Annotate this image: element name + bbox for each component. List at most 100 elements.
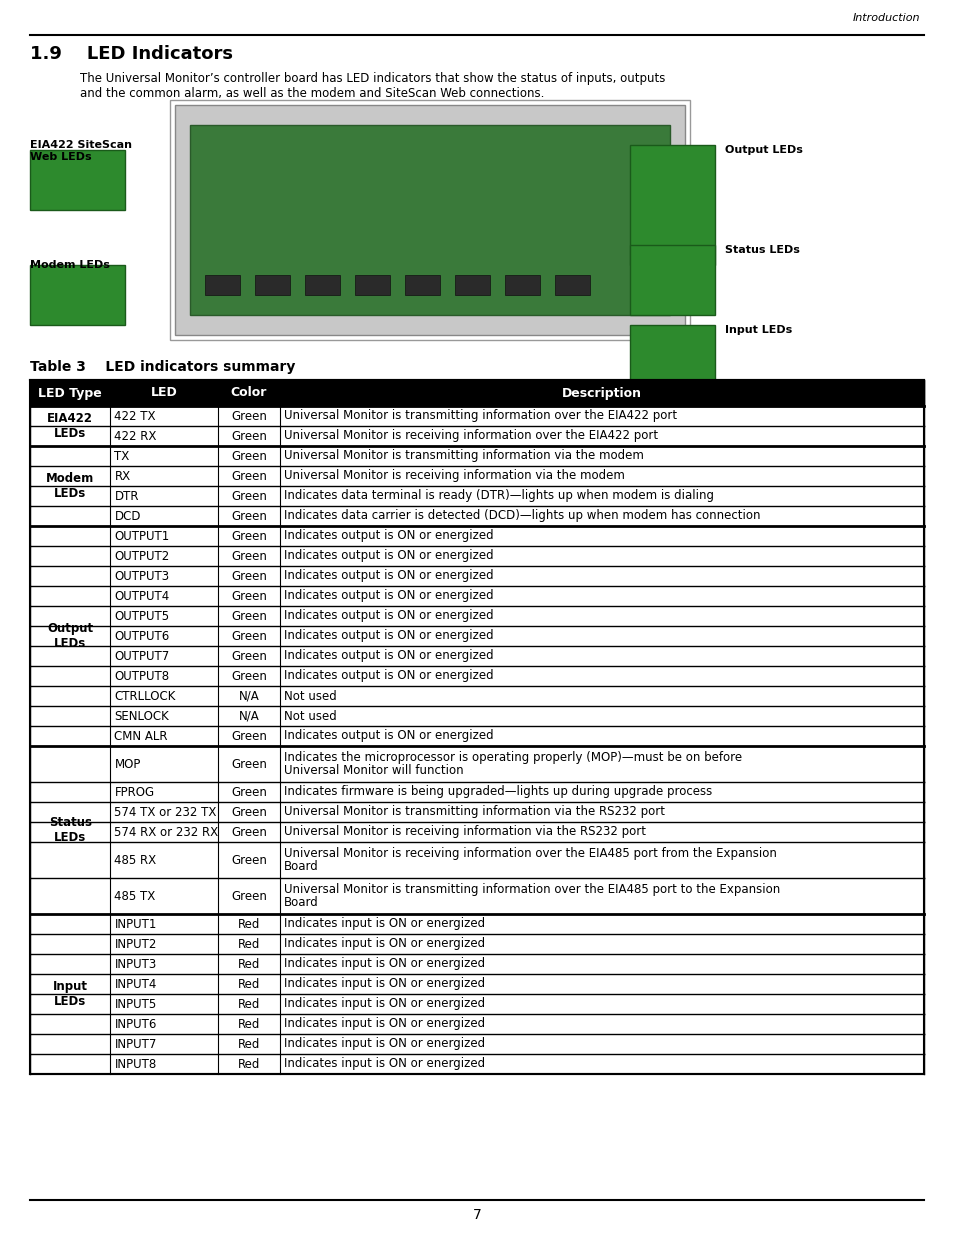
Text: INPUT8: INPUT8 (114, 1057, 156, 1071)
Text: Red: Red (237, 1057, 260, 1071)
Text: Modem LEDs: Modem LEDs (30, 261, 110, 270)
Text: OUTPUT2: OUTPUT2 (114, 550, 170, 562)
Text: TX: TX (114, 450, 130, 462)
Text: 422 RX: 422 RX (114, 430, 156, 442)
Text: 422 TX: 422 TX (114, 410, 155, 422)
Text: Indicates input is ON or energized: Indicates input is ON or energized (284, 957, 485, 971)
Text: Green: Green (231, 550, 267, 562)
Bar (30, 626, 923, 646)
Text: The Universal Monitor’s controller board has LED indicators that show the status: The Universal Monitor’s controller board… (80, 72, 664, 100)
Bar (30, 878, 923, 914)
Bar (629, 144, 714, 266)
Text: Green: Green (231, 757, 267, 771)
Bar (30, 666, 923, 685)
Text: EIA422
LEDs: EIA422 LEDs (48, 412, 93, 440)
Bar (504, 275, 539, 295)
Text: Green: Green (231, 669, 267, 683)
Text: Universal Monitor is transmitting information over the EIA422 port: Universal Monitor is transmitting inform… (284, 410, 677, 422)
Text: CTRLLOCK: CTRLLOCK (114, 689, 175, 703)
Text: OUTPUT8: OUTPUT8 (114, 669, 170, 683)
Bar (30, 953, 923, 974)
Text: Green: Green (231, 569, 267, 583)
Text: Indicates output is ON or energized: Indicates output is ON or energized (284, 530, 494, 542)
Bar (30, 506, 923, 526)
Bar (30, 934, 923, 953)
Bar (30, 606, 923, 626)
Text: Green: Green (231, 450, 267, 462)
Text: OUTPUT4: OUTPUT4 (114, 589, 170, 603)
Text: Indicates output is ON or energized: Indicates output is ON or energized (284, 730, 494, 742)
Text: INPUT3: INPUT3 (114, 957, 156, 971)
Text: Green: Green (231, 410, 267, 422)
Text: Board: Board (284, 860, 318, 873)
Text: Universal Monitor is transmitting information over the EIA485 port to the Expans: Universal Monitor is transmitting inform… (284, 883, 780, 897)
Bar (30, 266, 125, 325)
Text: LED: LED (151, 387, 177, 399)
Text: INPUT6: INPUT6 (114, 1018, 156, 1030)
Text: Modem
LEDs: Modem LEDs (46, 472, 94, 500)
Text: Universal Monitor is transmitting information via the modem: Universal Monitor is transmitting inform… (284, 450, 643, 462)
Text: Red: Red (237, 998, 260, 1010)
Bar (455, 275, 490, 295)
Text: Universal Monitor will function: Universal Monitor will function (284, 764, 463, 777)
Text: Indicates data terminal is ready (DTR)—lights up when modem is dialing: Indicates data terminal is ready (DTR)—l… (284, 489, 714, 503)
Text: Indicates input is ON or energized: Indicates input is ON or energized (284, 1037, 485, 1051)
Text: 485 TX: 485 TX (114, 889, 155, 903)
Text: OUTPUT6: OUTPUT6 (114, 630, 170, 642)
Text: Universal Monitor is transmitting information via the RS232 port: Universal Monitor is transmitting inform… (284, 805, 664, 819)
Bar (30, 802, 923, 823)
Bar (30, 1034, 923, 1053)
Bar (30, 823, 923, 842)
Bar (305, 275, 339, 295)
Text: Indicates output is ON or energized: Indicates output is ON or energized (284, 589, 494, 603)
Bar (174, 105, 684, 335)
Text: Red: Red (237, 918, 260, 930)
Text: OUTPUT1: OUTPUT1 (114, 530, 170, 542)
Text: Input
LEDs: Input LEDs (52, 981, 88, 1008)
Text: Indicates output is ON or energized: Indicates output is ON or energized (284, 569, 494, 583)
Bar (30, 585, 923, 606)
Text: Table 3    LED indicators summary: Table 3 LED indicators summary (30, 359, 295, 374)
Text: Indicates output is ON or energized: Indicates output is ON or energized (284, 669, 494, 683)
Text: Universal Monitor is receiving information over the EIA422 port: Universal Monitor is receiving informati… (284, 430, 658, 442)
Text: Indicates input is ON or energized: Indicates input is ON or energized (284, 1018, 485, 1030)
Text: Green: Green (231, 510, 267, 522)
Bar (30, 446, 923, 466)
Bar (30, 974, 923, 994)
Text: Color: Color (231, 387, 267, 399)
Bar (30, 782, 923, 802)
Text: RX: RX (114, 469, 131, 483)
Text: OUTPUT3: OUTPUT3 (114, 569, 170, 583)
Text: LED Type: LED Type (38, 387, 102, 399)
Text: Red: Red (237, 1037, 260, 1051)
Text: Green: Green (231, 650, 267, 662)
Bar (30, 994, 923, 1014)
Bar (30, 149, 125, 210)
Bar (30, 646, 923, 666)
Text: Indicates output is ON or energized: Indicates output is ON or energized (284, 650, 494, 662)
Text: Green: Green (231, 825, 267, 839)
Bar (629, 325, 714, 415)
Text: INPUT5: INPUT5 (114, 998, 156, 1010)
Text: N/A: N/A (238, 689, 259, 703)
Bar (30, 726, 923, 746)
Text: Red: Red (237, 1018, 260, 1030)
Bar (30, 487, 923, 506)
Bar (30, 1014, 923, 1034)
Text: Description: Description (561, 387, 641, 399)
Text: Indicates output is ON or energized: Indicates output is ON or energized (284, 550, 494, 562)
Text: Green: Green (231, 489, 267, 503)
Bar (30, 380, 923, 406)
Text: Indicates firmware is being upgraded—lights up during upgrade process: Indicates firmware is being upgraded—lig… (284, 785, 712, 799)
Text: 574 TX or 232 TX: 574 TX or 232 TX (114, 805, 216, 819)
Bar (30, 406, 923, 426)
Text: MOP: MOP (114, 757, 141, 771)
Text: N/A: N/A (238, 709, 259, 722)
Bar (30, 706, 923, 726)
Bar (30, 546, 923, 566)
Text: Green: Green (231, 589, 267, 603)
Text: Not used: Not used (284, 689, 336, 703)
Text: INPUT2: INPUT2 (114, 937, 156, 951)
Text: FPROG: FPROG (114, 785, 154, 799)
Text: Universal Monitor is receiving information over the EIA485 port from the Expansi: Universal Monitor is receiving informati… (284, 847, 777, 860)
